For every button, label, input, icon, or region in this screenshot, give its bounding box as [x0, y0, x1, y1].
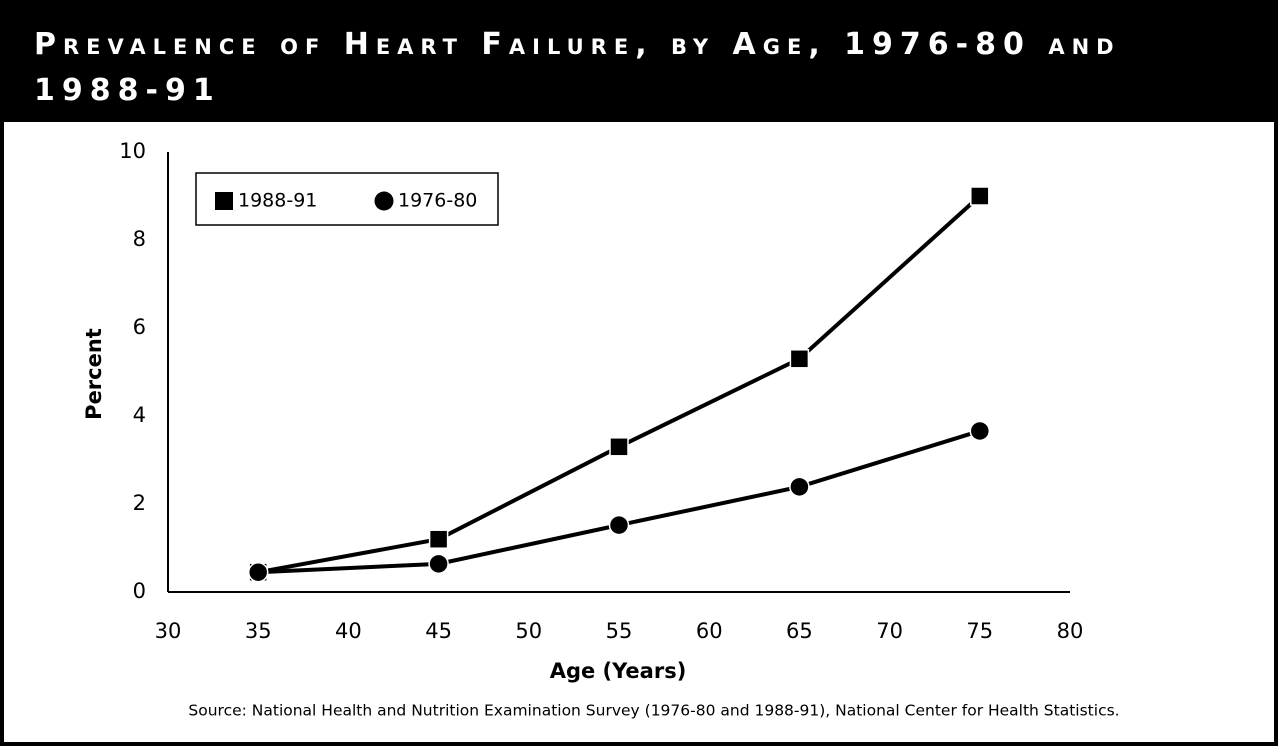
y-tick-label: 0 — [133, 579, 146, 603]
chart-title: Prevalence of Heart Failure, by Age, 197… — [0, 0, 1278, 122]
marker — [428, 529, 449, 549]
y-tick-label: 8 — [133, 227, 146, 251]
marker — [608, 514, 630, 536]
x-tick-label: 50 — [515, 619, 542, 643]
y-tick-label: 6 — [133, 315, 146, 339]
x-tick-label: 60 — [696, 619, 723, 643]
x-tick-label: 40 — [335, 619, 362, 643]
marker — [789, 349, 810, 369]
marker — [789, 476, 810, 498]
x-tick-label: 70 — [876, 619, 903, 643]
marker — [428, 553, 449, 575]
legend-marker — [215, 192, 233, 210]
x-tick-label: 80 — [1057, 619, 1084, 643]
x-tick-label: 55 — [606, 619, 633, 643]
y-tick-label: 4 — [133, 403, 146, 427]
legend-box — [195, 172, 499, 226]
x-axis-label: Age (Years) — [550, 659, 687, 683]
legend-label: 1988-91 — [238, 190, 317, 212]
x-tick-label: 75 — [966, 619, 993, 643]
legend-marker — [374, 191, 394, 211]
y-tick-label: 10 — [119, 139, 146, 163]
source-note: Source: National Health and Nutrition Ex… — [188, 702, 1119, 720]
marker — [969, 420, 991, 442]
marker — [247, 561, 269, 583]
marker — [970, 186, 990, 206]
x-tick-label: 35 — [245, 619, 272, 643]
x-tick-label: 30 — [155, 619, 182, 643]
x-tick-label: 45 — [425, 619, 452, 643]
y-axis-label: Percent — [82, 328, 106, 420]
legend-label: 1976-80 — [398, 190, 477, 212]
x-tick-label: 65 — [786, 619, 813, 643]
marker — [609, 437, 629, 457]
y-tick-label: 2 — [133, 491, 146, 515]
